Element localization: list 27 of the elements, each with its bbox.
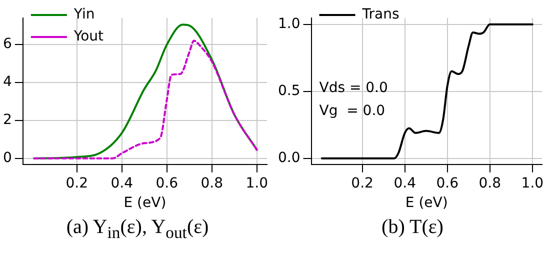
x-tick-label: 0.2: [351, 175, 374, 192]
y-tick-label: 1.0: [278, 16, 300, 32]
x-tick-label: 0.6: [436, 175, 459, 192]
text: (a) Y$_{in}$(ε), Y$_{out}$(ε): [66, 216, 209, 243]
y-tick-label: 2: [2, 112, 12, 128]
annotation: Vds = 0.0: [319, 80, 388, 96]
y-tick-label: 6: [2, 36, 12, 52]
x-axis-title: E (eV): [405, 195, 448, 212]
annotation: Vg = 0.0: [319, 102, 386, 119]
legend-label: Trans: [361, 6, 400, 23]
x-tick-label: 1.0: [246, 175, 268, 192]
legend-label: Yin: [72, 6, 95, 23]
x-tick-label: 0.4: [110, 175, 134, 192]
y-tick-label: 4: [2, 74, 12, 90]
legend-label: Yout: [72, 28, 104, 45]
x-tick-label: 0.6: [156, 175, 178, 192]
x-tick-label: 0.2: [66, 175, 88, 192]
x-tick-label: 0.8: [478, 175, 502, 192]
y-tick-label: 0.0: [278, 150, 300, 166]
x-tick-label: 0.4: [394, 175, 416, 192]
y-tick-label: 0: [2, 150, 12, 166]
x-tick-label: 1.0: [521, 175, 544, 192]
x-tick-label: 0.8: [200, 175, 224, 192]
text: (b) T(ε): [382, 216, 444, 239]
line-series: [320, 23, 534, 160]
y-tick-label: 0.5: [278, 83, 300, 100]
x-axis-title: E (eV): [124, 195, 166, 212]
